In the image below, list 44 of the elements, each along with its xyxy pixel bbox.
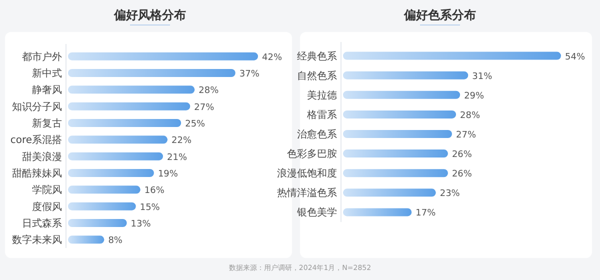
y-tick-label: 度假风 xyxy=(32,200,62,213)
data-label: 19% xyxy=(158,170,178,180)
data-label: 17% xyxy=(416,208,436,219)
y-tick-label: 美拉德 xyxy=(307,89,337,102)
y-tick-label: 银色美学 xyxy=(296,206,337,219)
y-tick-label: 浪漫低饱和度 xyxy=(277,168,337,180)
data-label: 28% xyxy=(198,86,220,96)
y-tick-label: 自然色系 xyxy=(297,70,337,82)
data-label: 27% xyxy=(456,130,476,140)
y-tick-label: 新中式 xyxy=(32,68,62,80)
y-tick-label: 都市户外 xyxy=(22,50,62,63)
data-label: 29% xyxy=(464,91,485,102)
data-label: 16% xyxy=(144,186,165,196)
y-tick-label: 甜酷辣妹风 xyxy=(12,168,62,180)
y-tick-label: core系混搭 xyxy=(10,134,62,146)
y-tick-label: 格雷系 xyxy=(306,108,337,121)
data-label: 21% xyxy=(167,152,188,163)
y-tick-label: 静奢风 xyxy=(32,84,62,96)
data-label: 15% xyxy=(140,202,160,213)
data-label: 27% xyxy=(194,102,215,113)
data-label: 26% xyxy=(452,170,472,180)
data-label: 8% xyxy=(108,236,123,246)
y-tick-label: 色彩多巴胺 xyxy=(287,148,337,160)
data-label: 13% xyxy=(130,220,152,230)
y-tick-label: 经典色系 xyxy=(297,50,337,62)
y-tick-label: 日式森系 xyxy=(22,218,62,230)
data-label: 25% xyxy=(185,120,206,130)
y-tick-label: 治愈色系 xyxy=(297,128,337,140)
y-tick-label: 知识分子风 xyxy=(12,100,62,113)
y-tick-label: 甜美浪漫 xyxy=(22,150,62,163)
data-label: 42% xyxy=(262,52,282,63)
y-tick-label: 热情洋溢色系 xyxy=(277,187,337,200)
chart-title: 偏好色系分布 xyxy=(403,8,476,22)
data-label: 26% xyxy=(452,150,472,160)
y-tick-label: 学院风 xyxy=(32,184,62,196)
data-label: 31% xyxy=(472,72,493,82)
y-tick-label: 数字未来风 xyxy=(12,234,62,246)
data-label: 23% xyxy=(440,189,460,200)
data-label: 28% xyxy=(460,110,480,121)
chart-title: 偏好风格分布 xyxy=(113,8,186,22)
data-label: 54% xyxy=(565,52,586,62)
data-label: 22% xyxy=(172,136,192,146)
data-label: 37% xyxy=(239,70,260,80)
y-tick-label: 新复古 xyxy=(32,118,62,130)
